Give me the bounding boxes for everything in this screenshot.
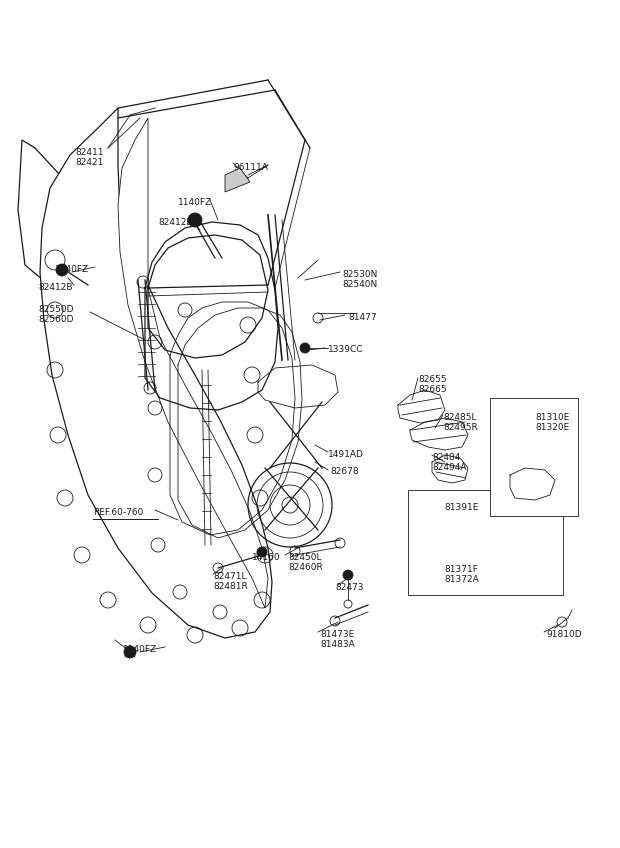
Text: 82411
82421: 82411 82421	[75, 148, 104, 167]
Polygon shape	[225, 168, 250, 192]
Circle shape	[257, 547, 267, 557]
Text: 81477: 81477	[348, 313, 376, 322]
Text: 82655
82665: 82655 82665	[418, 375, 446, 394]
Text: 82530N
82540N: 82530N 82540N	[342, 270, 378, 289]
Text: 1140FZ: 1140FZ	[123, 645, 157, 654]
Text: 82450L
82460R: 82450L 82460R	[288, 553, 323, 572]
Text: 1140FZ: 1140FZ	[178, 198, 212, 207]
Text: 81473E
81483A: 81473E 81483A	[320, 630, 355, 650]
Text: 82550D
82560D: 82550D 82560D	[38, 305, 74, 325]
Text: 82412B: 82412B	[38, 283, 73, 292]
Text: 82678: 82678	[330, 467, 358, 476]
Text: 1339CC: 1339CC	[328, 345, 363, 354]
Text: 82484
82494A: 82484 82494A	[432, 453, 466, 472]
Text: REF.60-760: REF.60-760	[93, 508, 143, 517]
Text: 82473: 82473	[335, 583, 363, 592]
Text: 14160: 14160	[252, 553, 281, 562]
Polygon shape	[40, 108, 272, 638]
Text: 82412B: 82412B	[158, 218, 192, 227]
Circle shape	[124, 646, 136, 658]
Polygon shape	[118, 118, 268, 608]
Text: 81371F
81372A: 81371F 81372A	[444, 565, 479, 584]
Circle shape	[188, 213, 202, 227]
Circle shape	[56, 264, 68, 276]
Text: 81310E
81320E: 81310E 81320E	[535, 413, 569, 432]
Circle shape	[300, 343, 310, 353]
Bar	[490, 398, 578, 516]
Text: 1140FZ: 1140FZ	[55, 265, 89, 274]
Text: 81391E: 81391E	[444, 503, 479, 512]
Bar	[408, 490, 563, 595]
Text: 1491AD: 1491AD	[328, 450, 364, 459]
Circle shape	[343, 570, 353, 580]
Text: 91810D: 91810D	[546, 630, 582, 639]
Text: 82485L
82495R: 82485L 82495R	[443, 413, 478, 432]
Text: 96111A: 96111A	[233, 163, 268, 172]
Text: 82471L
82481R: 82471L 82481R	[213, 572, 248, 591]
Polygon shape	[18, 140, 75, 290]
